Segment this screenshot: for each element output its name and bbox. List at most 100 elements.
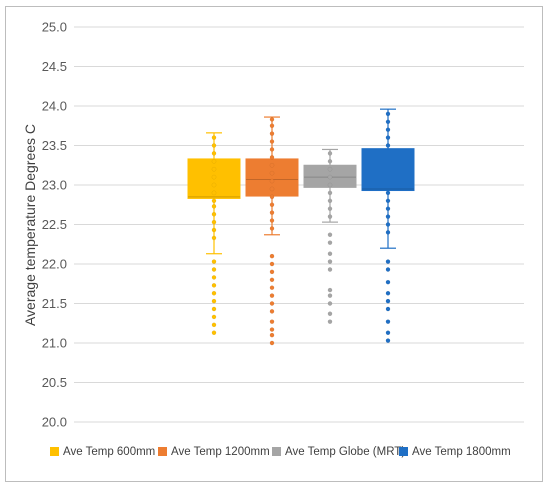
data-point [211, 330, 217, 336]
data-point [269, 117, 275, 122]
data-point [269, 327, 275, 332]
legend-swatch [399, 447, 408, 456]
data-point [269, 147, 275, 152]
data-point [211, 135, 217, 140]
data-point [385, 190, 391, 196]
y-axis-label: Average temperature Degrees C [22, 124, 38, 326]
box-ave-temp-1800mm [361, 108, 415, 343]
box-plot-chart: 20.0 20.5 21.0 21.5 22.0 22.5 23.0 23.5 24.0 24.5… [22, 20, 524, 458]
data-point [269, 139, 275, 144]
data-point [211, 259, 217, 264]
data-point [327, 319, 333, 324]
data-point [211, 219, 217, 225]
data-point [385, 119, 391, 125]
data-point [269, 170, 275, 176]
data-point [269, 162, 275, 168]
y-tick-label: 23.5 [42, 138, 67, 153]
legend-swatch [158, 447, 167, 456]
chart-frame: 20.0 20.5 21.0 21.5 22.0 22.5 23.0 23.5 24.0 24.5… [5, 6, 543, 482]
data-point [385, 111, 391, 117]
y-tick-label: 21.5 [42, 296, 67, 311]
data-point [269, 319, 275, 324]
data-point [269, 194, 275, 200]
y-tick-label: 22.0 [42, 257, 67, 272]
legend-label: Ave Temp 1200mm [171, 446, 270, 458]
legend-label: Ave Temp Globe (MRT) [285, 446, 405, 458]
box-ave-temp-1200mm [245, 116, 299, 346]
data-point [269, 261, 275, 267]
data-point [327, 287, 333, 293]
y-tick-label: 24.0 [42, 99, 67, 114]
box [361, 148, 415, 192]
data-point [385, 298, 391, 304]
data-point [211, 182, 217, 188]
data-point [269, 131, 275, 136]
data-point [211, 267, 217, 272]
y-tick-label: 21.0 [42, 336, 67, 351]
data-point [327, 206, 333, 211]
data-point [385, 214, 391, 219]
data-point [327, 301, 333, 306]
data-point [269, 269, 275, 275]
data-point [211, 198, 217, 204]
data-point [385, 230, 391, 235]
data-point [327, 190, 333, 196]
data-point [327, 158, 333, 164]
legend-swatch [50, 447, 59, 456]
data-point [385, 222, 391, 227]
data-point [327, 166, 333, 172]
data-point [211, 275, 217, 280]
data-point [211, 211, 217, 217]
data-point [385, 259, 391, 264]
data-point [211, 143, 217, 148]
data-point [211, 158, 217, 164]
data-point [327, 214, 333, 219]
data-point [211, 283, 217, 288]
legend-label: Ave Temp 1800mm [412, 446, 511, 458]
data-point [385, 330, 391, 336]
data-point [269, 277, 275, 283]
data-point [385, 127, 391, 132]
data-point [327, 174, 333, 180]
data-point [327, 259, 333, 264]
data-point [269, 285, 275, 291]
y-tick-label: 20.0 [42, 415, 67, 430]
data-point [385, 290, 391, 296]
data-point [211, 314, 217, 320]
y-tick-label: 22.5 [42, 217, 67, 232]
data-point [211, 190, 217, 196]
data-point [327, 198, 333, 204]
legend-item: Ave Temp 1200mm [158, 446, 270, 458]
data-point [385, 143, 391, 148]
legend-item: Ave Temp 1800mm [399, 446, 511, 458]
box-ave-temp-globe-mrt [303, 148, 357, 324]
data-point [211, 174, 217, 180]
y-tick-label: 20.5 [42, 375, 67, 390]
data-point [269, 178, 275, 184]
data-point [327, 151, 333, 156]
data-point [385, 279, 391, 285]
y-tick-label: 25.0 [42, 20, 67, 35]
data-point [327, 267, 333, 272]
y-axis-tick-labels: 20.0 20.5 21.0 21.5 22.0 22.5 23.0 23.5 24.0 24.5… [42, 20, 67, 430]
data-point [385, 198, 391, 204]
data-point [269, 226, 275, 231]
y-tick-label: 23.0 [42, 178, 67, 193]
legend-label: Ave Temp 600mm [63, 446, 155, 458]
data-point [327, 232, 333, 238]
data-point [269, 210, 275, 215]
data-point [211, 204, 217, 209]
data-point [269, 123, 275, 129]
data-point [269, 186, 275, 192]
data-point [269, 202, 275, 208]
data-point [269, 309, 275, 314]
data-point [327, 240, 333, 245]
data-point [211, 235, 217, 241]
data-point [385, 306, 391, 312]
data-point [211, 151, 217, 156]
data-point [269, 340, 275, 346]
data-point [327, 311, 333, 317]
data-point [327, 251, 333, 257]
data-point [211, 166, 217, 172]
data-point [269, 293, 275, 298]
